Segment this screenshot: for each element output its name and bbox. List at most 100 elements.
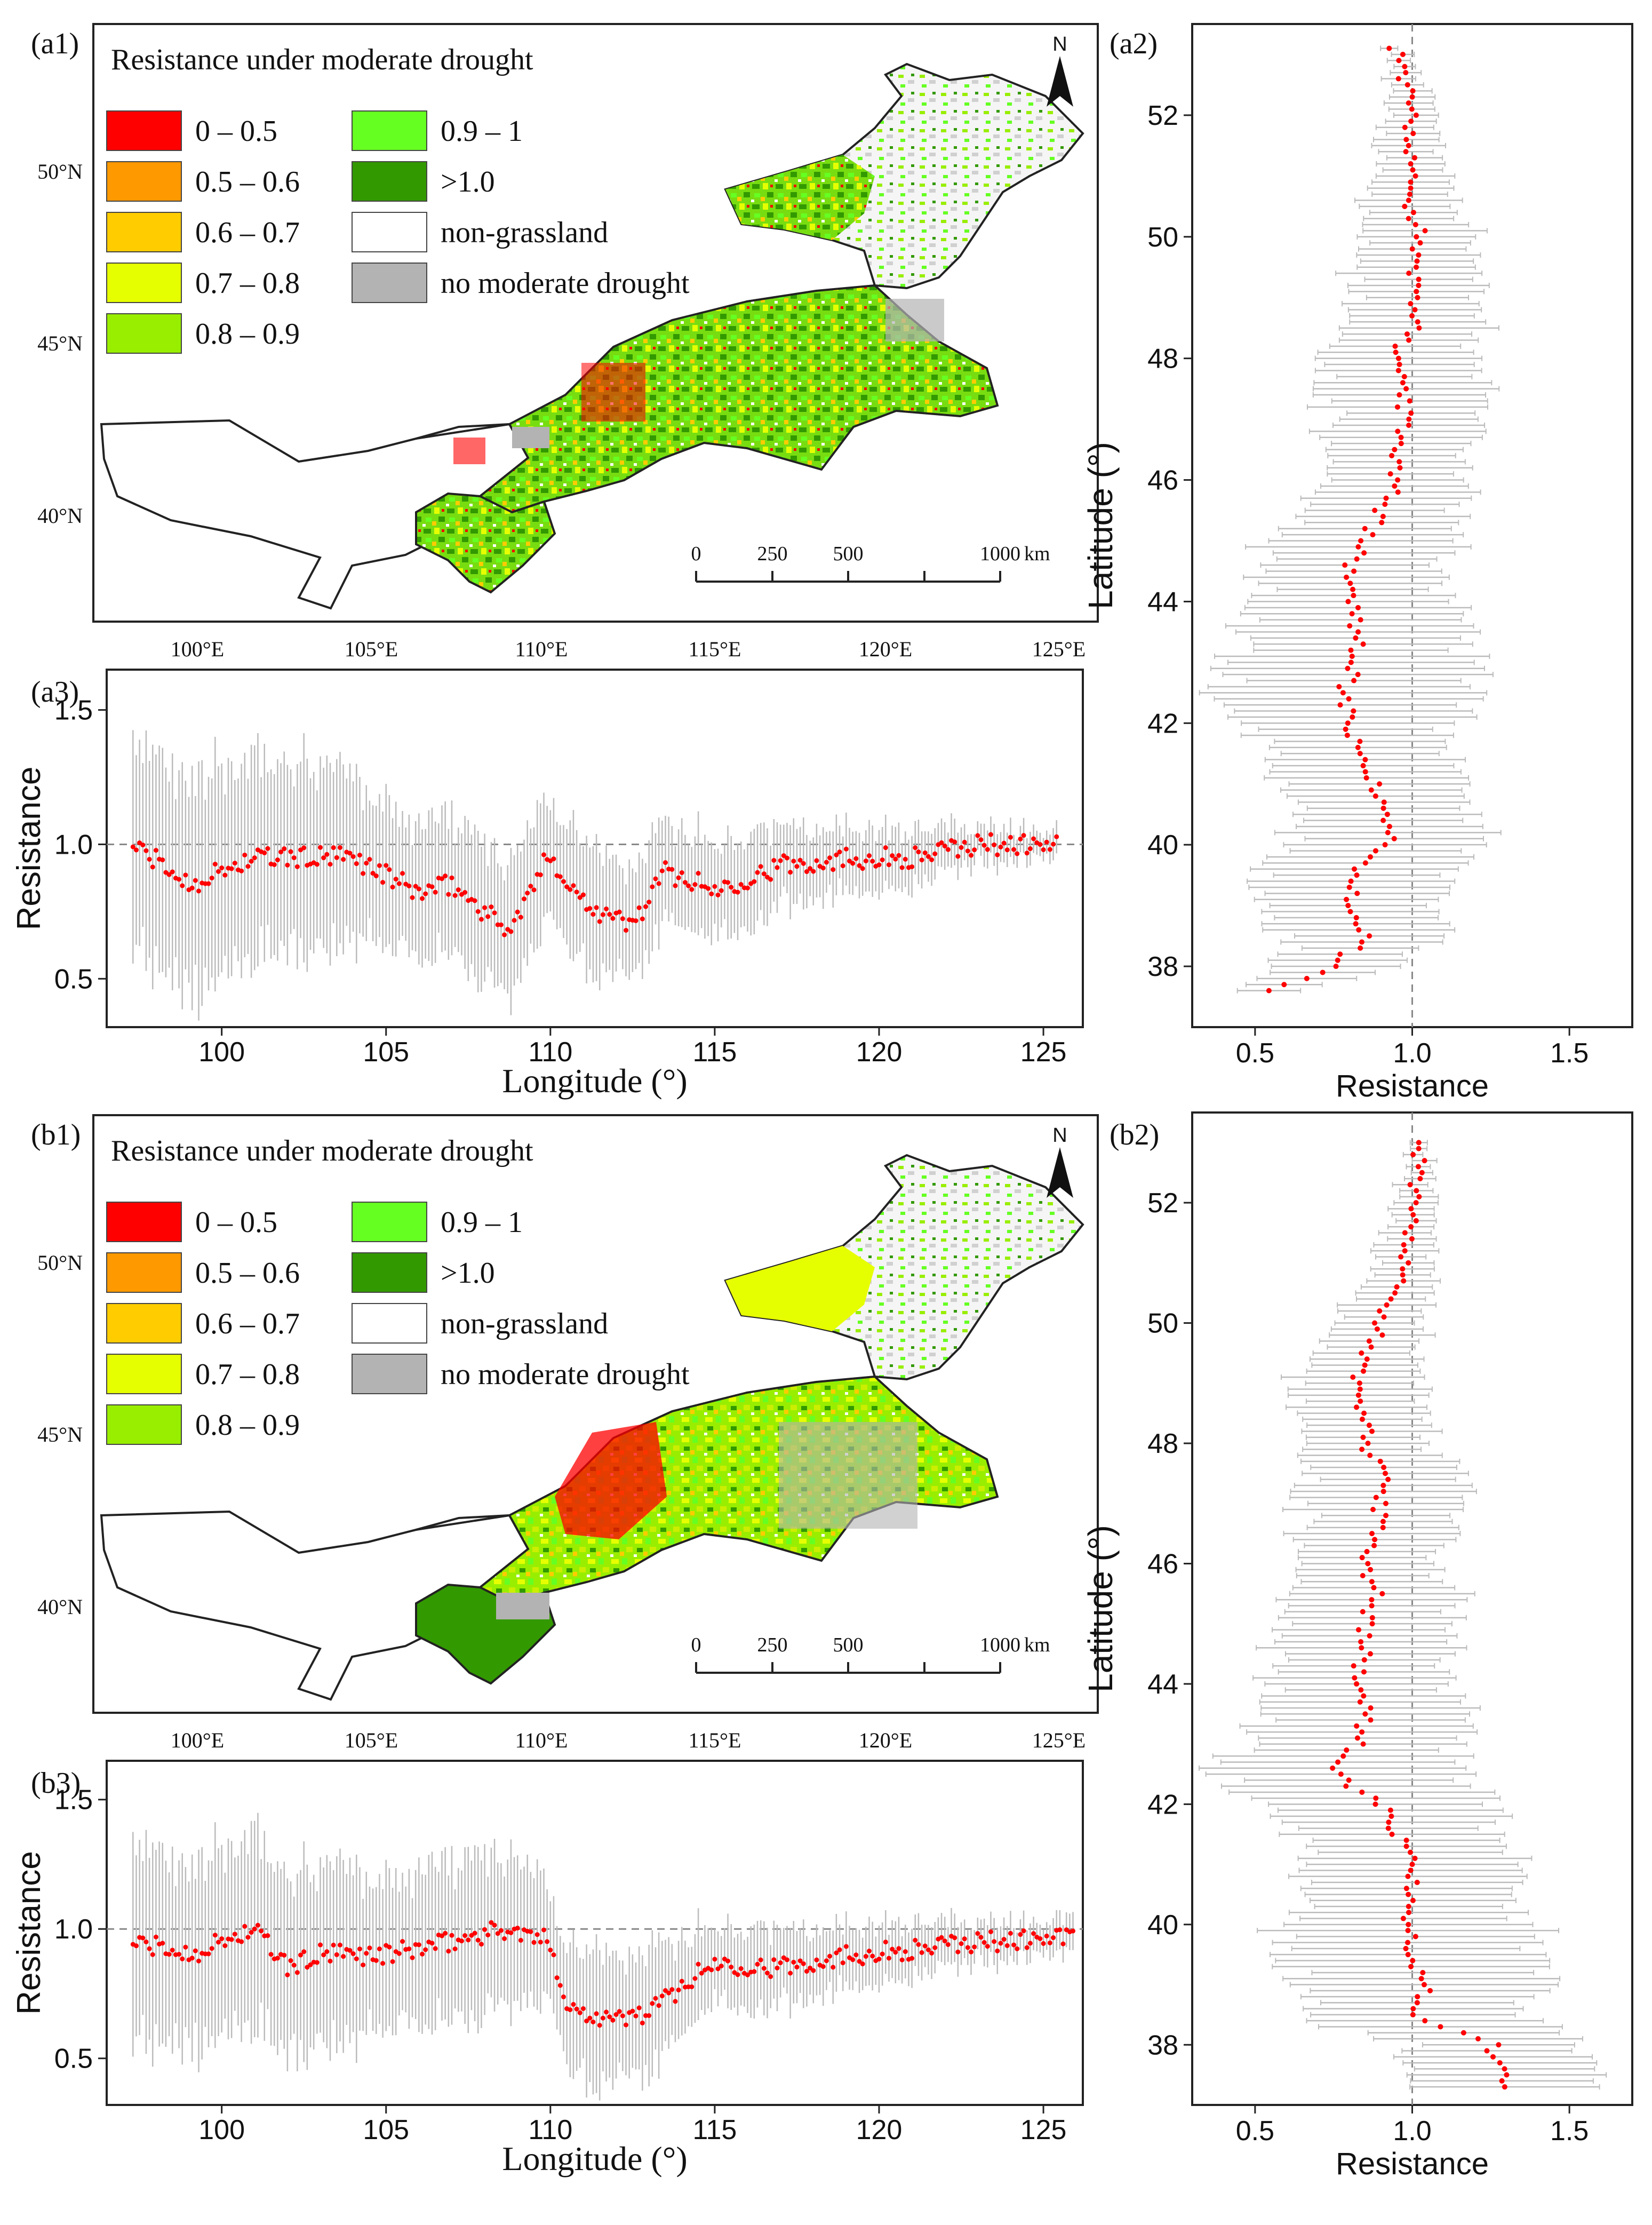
data-point <box>1359 1729 1365 1735</box>
data-point <box>1408 161 1414 167</box>
data-point <box>1379 1591 1385 1596</box>
data-point <box>1011 847 1017 852</box>
data-point <box>656 2003 661 2008</box>
legend-label: 0.6 – 0.7 <box>195 216 300 249</box>
data-point <box>1368 1344 1374 1350</box>
data-point <box>1361 550 1367 556</box>
data-point <box>1385 1825 1391 1831</box>
legend-item: 0.5 – 0.6 <box>106 161 300 202</box>
data-point <box>209 1946 214 1951</box>
data-point <box>1422 228 1428 234</box>
data-point <box>252 855 257 861</box>
data-point <box>143 1939 149 1944</box>
data-point <box>446 892 451 897</box>
data-point <box>1360 1741 1366 1747</box>
data-point <box>196 1958 202 1964</box>
data-point <box>1361 1669 1367 1675</box>
data-point <box>1418 1976 1424 1982</box>
data-point <box>758 864 763 869</box>
data-point <box>876 862 882 868</box>
data-point <box>1360 1434 1366 1440</box>
data-point <box>610 916 616 921</box>
data-point <box>492 1922 497 1928</box>
data-point <box>669 867 675 872</box>
data-point <box>1381 799 1387 805</box>
data-point <box>1057 1927 1063 1933</box>
panel-label: (a3) <box>31 676 79 709</box>
data-point <box>1410 167 1416 173</box>
data-point <box>1409 1236 1415 1242</box>
data-point <box>400 871 405 876</box>
data-point <box>495 1931 500 1936</box>
data-point <box>1346 696 1352 702</box>
data-point <box>676 875 681 880</box>
data-point <box>620 2013 625 2019</box>
data-point <box>1369 1428 1375 1434</box>
data-point <box>1018 1932 1023 1937</box>
legend-item: 0 – 0.5 <box>106 110 277 151</box>
data-point <box>219 1936 225 1941</box>
data-point <box>775 1965 780 1970</box>
data-point <box>229 1937 234 1942</box>
data-point <box>863 1954 868 1959</box>
data-point <box>528 884 533 889</box>
data-point <box>860 1961 865 1967</box>
data-point <box>1330 1765 1336 1771</box>
panel-label: (a2) <box>1110 27 1158 60</box>
data-point <box>1406 416 1412 422</box>
data-point <box>561 879 566 884</box>
data-point <box>942 1938 947 1944</box>
data-point <box>341 1954 346 1959</box>
data-point <box>1387 471 1393 477</box>
data-point <box>357 853 362 858</box>
chart-a3: 100 105 110 115 120 125 0.5 1.0 1.5 Longitude (°)… <box>11 669 1084 1100</box>
data-point <box>1416 282 1422 288</box>
data-point <box>975 1931 980 1936</box>
data-point <box>1406 197 1411 203</box>
data-point <box>1410 1151 1416 1157</box>
data-point <box>715 1966 721 1972</box>
data-point <box>1385 1476 1391 1482</box>
data-point <box>1402 124 1408 130</box>
data-point <box>1499 2078 1505 2084</box>
data-point <box>886 1956 891 1961</box>
y-tick-label: 52 <box>1147 1188 1178 1219</box>
data-point <box>998 1941 1003 1946</box>
data-point <box>590 912 596 917</box>
data-point <box>952 839 957 845</box>
data-point <box>305 1965 310 1970</box>
data-point <box>995 852 1000 857</box>
data-point <box>1427 1988 1433 1993</box>
legend-item: non-grassland <box>352 212 608 252</box>
data-point <box>1396 459 1402 465</box>
data-point <box>1363 775 1369 781</box>
data-point <box>696 1961 701 1967</box>
y-tick-label: 1.5 <box>54 695 93 726</box>
y-tick-label: 40 <box>1147 1910 1178 1941</box>
data-point <box>929 857 935 862</box>
data-point <box>640 916 645 921</box>
data-point <box>324 1949 330 1954</box>
data-point <box>275 857 280 863</box>
data-point <box>242 1924 248 1929</box>
data-point <box>1347 581 1353 586</box>
data-point <box>1366 1338 1372 1344</box>
data-point <box>485 914 491 919</box>
data-point <box>318 845 323 850</box>
data-point <box>193 1948 198 1953</box>
data-point <box>239 868 244 873</box>
data-point <box>729 885 734 890</box>
data-point <box>831 867 836 872</box>
panel-label: (a1) <box>31 27 79 60</box>
data-point <box>498 1928 504 1933</box>
data-point <box>942 844 947 849</box>
data-point <box>1367 1452 1373 1458</box>
data-point <box>824 1958 829 1964</box>
data-point <box>150 1952 155 1957</box>
data-point <box>1381 1465 1387 1471</box>
data-point <box>925 854 931 859</box>
data-point <box>1369 1615 1375 1620</box>
data-point <box>719 888 724 893</box>
map-b1: (b1) N 0 250 500 1000 km Resista <box>31 1114 1099 1752</box>
region-southern <box>415 492 556 594</box>
